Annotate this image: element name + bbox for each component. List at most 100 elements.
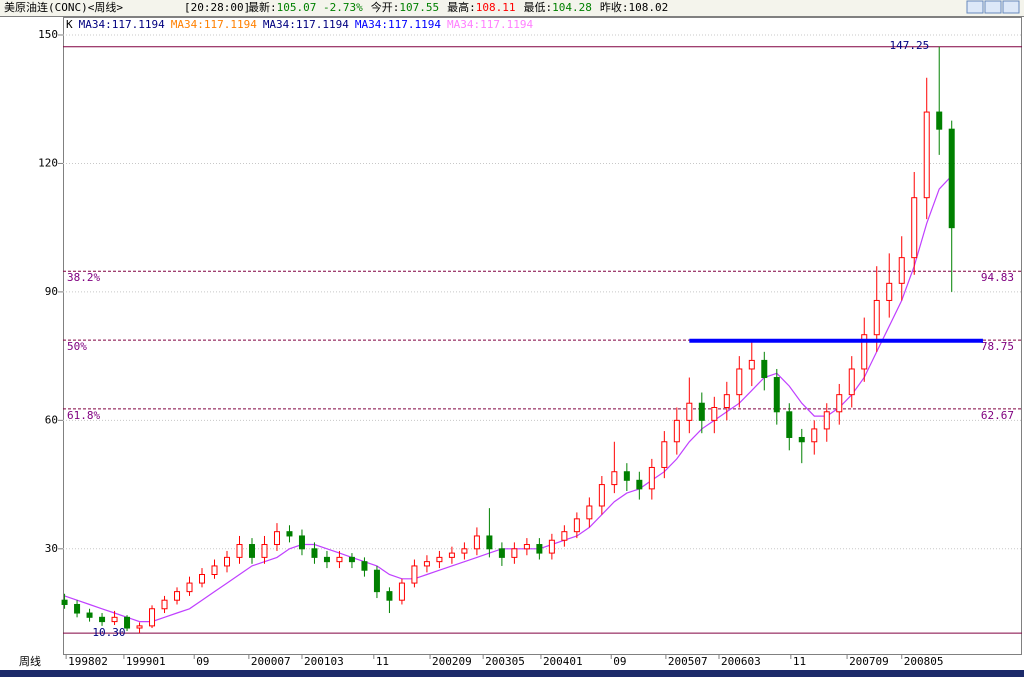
time: [20:28:00] — [184, 1, 250, 14]
fib-label: 50% — [67, 340, 87, 353]
candle-body — [836, 394, 843, 413]
ma-line — [64, 175, 953, 623]
candle-body — [536, 544, 543, 554]
x-tick-label: 200103 — [304, 655, 344, 668]
legend-entry: K — [66, 18, 73, 31]
y-tick-label: 150 — [38, 28, 58, 41]
candle-body — [361, 561, 368, 571]
candle-body — [736, 368, 743, 396]
candle-body — [673, 419, 680, 443]
legend-entry: MA34:117.1194 — [171, 18, 257, 31]
candle-body — [586, 505, 593, 520]
candle-body — [61, 599, 68, 605]
candle-body — [336, 556, 343, 563]
candle-body — [611, 471, 618, 486]
quote-value: 108.11 — [476, 1, 516, 14]
candle-body — [798, 436, 805, 443]
quote-value: 104.28 — [552, 1, 592, 14]
candle-body — [723, 394, 730, 409]
candle-body — [623, 471, 630, 481]
x-tick-label: 200507 — [668, 655, 708, 668]
button[interactable] — [1002, 0, 1020, 14]
y-tick-label: 120 — [38, 156, 58, 169]
candle-body — [561, 531, 568, 541]
candle-body — [448, 552, 455, 558]
candle-body — [598, 484, 605, 507]
candle-body — [323, 556, 330, 563]
candle-body — [911, 197, 918, 259]
candle-body — [948, 128, 955, 229]
candle-body — [386, 591, 393, 601]
candle-body — [698, 402, 705, 421]
candle-body — [848, 368, 855, 396]
candle-body — [523, 544, 530, 550]
candle-body — [773, 377, 780, 413]
candle-body — [124, 616, 131, 629]
x-tick-label: 11 — [793, 655, 806, 668]
x-tick-label: 09 — [196, 655, 209, 668]
quote-label: 最低: — [523, 1, 552, 14]
button[interactable] — [984, 0, 1002, 14]
candle-body — [786, 411, 793, 438]
y-tick-label: 60 — [45, 413, 58, 426]
candle-body — [136, 625, 143, 629]
candle-body — [86, 612, 93, 618]
candle-body — [661, 441, 668, 468]
x-tick-label: 200603 — [721, 655, 761, 668]
candle-body — [74, 603, 81, 614]
status-bar — [0, 670, 1024, 677]
candle-body — [436, 556, 443, 563]
x-tick-label: 200401 — [543, 655, 583, 668]
candle-body — [186, 582, 193, 593]
candle-body — [573, 518, 580, 533]
button[interactable] — [966, 0, 984, 14]
extreme-label: 10.30 — [92, 626, 125, 639]
x-tick-label: 199901 — [126, 655, 166, 668]
quote-label: 最新: — [248, 0, 277, 14]
fib-label: 38.2% — [67, 271, 100, 284]
candle-body — [211, 565, 218, 576]
candle-body — [423, 561, 430, 567]
x-tick-label: 200709 — [849, 655, 889, 668]
candle-body — [461, 548, 468, 554]
y-tick-label: 90 — [45, 285, 58, 298]
candle-body — [286, 531, 293, 537]
window-buttons — [966, 0, 1020, 14]
candle-body — [898, 257, 905, 284]
fib-value: 78.75 — [981, 340, 1014, 353]
candle-body — [411, 565, 418, 584]
quote-label: 最高: — [447, 0, 476, 14]
quote-value: 107.55 — [399, 1, 439, 14]
x-tick-label: 11 — [376, 655, 389, 668]
candle-body — [636, 479, 643, 490]
legend-entry: MA34:117.1194 — [263, 18, 349, 31]
plot-frame — [63, 17, 1022, 655]
candle-body — [261, 544, 268, 558]
candle-body — [223, 556, 230, 567]
candle-body — [498, 548, 505, 558]
x-tick-label: 200305 — [485, 655, 525, 668]
candle-body — [174, 591, 181, 601]
x-tick-label: 09 — [613, 655, 626, 668]
candle-body — [273, 531, 280, 546]
candle-body — [398, 582, 405, 601]
candle-body — [761, 359, 768, 379]
fib-value: 62.67 — [981, 409, 1014, 422]
candle-body — [373, 569, 380, 593]
candle-body — [811, 428, 818, 443]
fib-label: 61.8% — [67, 409, 100, 422]
legend-entry: MA34:117.1194 — [447, 18, 533, 31]
header-bar — [0, 0, 1024, 16]
candle-body — [873, 299, 880, 336]
extreme-label: 147.25 — [889, 39, 929, 52]
quote-label: 今开: — [371, 0, 400, 14]
legend-entry: MA34:117.1194 — [355, 18, 441, 31]
candle-body — [486, 535, 493, 550]
candle-body — [548, 539, 555, 554]
candle-body — [686, 402, 693, 421]
candle-body — [861, 334, 868, 370]
candle-body — [311, 548, 318, 558]
